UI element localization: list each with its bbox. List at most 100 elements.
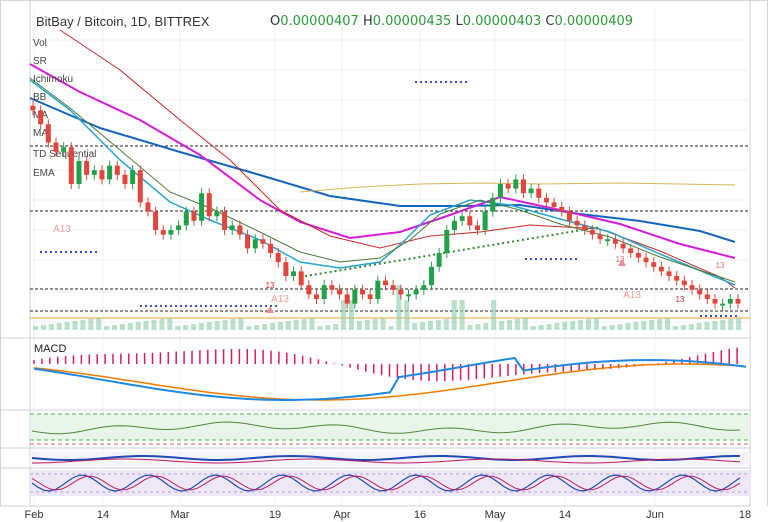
candle-body[interactable]: [344, 294, 350, 304]
candle-body[interactable]: [107, 165, 113, 180]
candle-body[interactable]: [712, 299, 718, 304]
candle-body[interactable]: [53, 142, 59, 152]
candle-body[interactable]: [191, 211, 197, 221]
candle-body[interactable]: [61, 147, 67, 152]
candle-body[interactable]: [38, 110, 44, 125]
candle-body[interactable]: [214, 211, 220, 217]
candle-body[interactable]: [321, 285, 327, 299]
candle-body[interactable]: [720, 303, 726, 306]
candle-body[interactable]: [674, 276, 680, 281]
candle-body[interactable]: [68, 147, 74, 184]
candle-body[interactable]: [727, 299, 733, 304]
candle-body[interactable]: [405, 294, 411, 297]
candle-body[interactable]: [337, 289, 343, 295]
candle-body[interactable]: [436, 253, 442, 267]
candle-body[interactable]: [237, 225, 243, 235]
candle-body[interactable]: [666, 271, 672, 276]
candle-body[interactable]: [421, 285, 427, 290]
candle-body[interactable]: [99, 170, 105, 180]
candle-body[interactable]: [444, 230, 450, 253]
candle-body[interactable]: [176, 225, 182, 230]
candle-body[interactable]: [612, 239, 618, 244]
candle-body[interactable]: [735, 299, 741, 304]
candle-body[interactable]: [589, 230, 595, 235]
candle-body[interactable]: [528, 188, 534, 194]
candle-body[interactable]: [84, 161, 90, 175]
candlesticks[interactable]: [30, 100, 741, 311]
candle-body[interactable]: [605, 239, 611, 242]
candle-body[interactable]: [658, 266, 664, 272]
candle-body[interactable]: [252, 239, 258, 249]
candle-body[interactable]: [551, 202, 557, 207]
candle-body[interactable]: [137, 170, 143, 203]
candle-body[interactable]: [298, 271, 304, 286]
candle-body[interactable]: [536, 188, 542, 198]
candle-body[interactable]: [30, 105, 36, 111]
candle-body[interactable]: [697, 289, 703, 295]
candle-body[interactable]: [206, 193, 212, 217]
candle-body[interactable]: [76, 161, 82, 184]
candle-body[interactable]: [635, 253, 641, 258]
candle-body[interactable]: [91, 170, 97, 175]
candle-body[interactable]: [375, 280, 381, 299]
candle-body[interactable]: [628, 248, 634, 253]
candle-body[interactable]: [413, 289, 419, 295]
candle-body[interactable]: [651, 262, 657, 267]
candle-body[interactable]: [160, 230, 166, 235]
candle-body[interactable]: [352, 289, 358, 304]
candle-body[interactable]: [222, 211, 228, 230]
candle-body[interactable]: [275, 253, 281, 263]
candle-body[interactable]: [513, 179, 519, 189]
candle-body[interactable]: [122, 174, 128, 184]
candle-body[interactable]: [329, 285, 335, 290]
candle-body[interactable]: [130, 170, 136, 184]
candle-body[interactable]: [497, 184, 503, 198]
candle-body[interactable]: [459, 216, 465, 221]
candle-body[interactable]: [199, 193, 205, 221]
candle-body[interactable]: [245, 234, 251, 249]
candle-body[interactable]: [398, 289, 404, 295]
candle-body[interactable]: [620, 243, 626, 249]
candle-body[interactable]: [505, 184, 511, 189]
candle-body[interactable]: [574, 220, 580, 226]
candle-body[interactable]: [390, 285, 396, 290]
candle-body[interactable]: [183, 211, 189, 226]
candle-body[interactable]: [559, 207, 565, 212]
candle-body[interactable]: [582, 225, 588, 230]
candle-body[interactable]: [367, 294, 373, 299]
candle-body[interactable]: [291, 271, 297, 276]
candle-body[interactable]: [467, 216, 473, 226]
candle-body[interactable]: [153, 211, 159, 230]
candle-body[interactable]: [229, 225, 235, 230]
candle-body[interactable]: [145, 202, 151, 212]
candle-body[interactable]: [543, 197, 549, 203]
candle-body[interactable]: [314, 294, 320, 299]
candle-body[interactable]: [268, 243, 274, 253]
candle-body[interactable]: [451, 220, 457, 230]
candle-body[interactable]: [168, 230, 174, 235]
candle-body[interactable]: [490, 197, 496, 212]
candle-body[interactable]: [566, 211, 572, 221]
volume-bar: [704, 322, 710, 330]
candle-body[interactable]: [597, 234, 603, 240]
candle-body[interactable]: [482, 211, 488, 230]
candle-body[interactable]: [474, 225, 480, 230]
candle-body[interactable]: [360, 289, 366, 295]
candle-body[interactable]: [260, 239, 266, 244]
candle-body[interactable]: [45, 124, 51, 143]
candle-body[interactable]: [520, 179, 526, 194]
candle-body[interactable]: [681, 280, 687, 286]
volume-bar: [333, 324, 339, 330]
candle-body[interactable]: [428, 266, 434, 286]
candle-body[interactable]: [114, 165, 120, 175]
candle-body[interactable]: [306, 285, 312, 295]
candle-body[interactable]: [283, 262, 289, 276]
candle-body[interactable]: [704, 294, 710, 299]
candle-body[interactable]: [643, 257, 649, 263]
volume-bar: [238, 318, 244, 330]
candle-body[interactable]: [689, 285, 695, 290]
x-tick-label: May: [485, 509, 506, 521]
candle-body[interactable]: [383, 280, 388, 286]
